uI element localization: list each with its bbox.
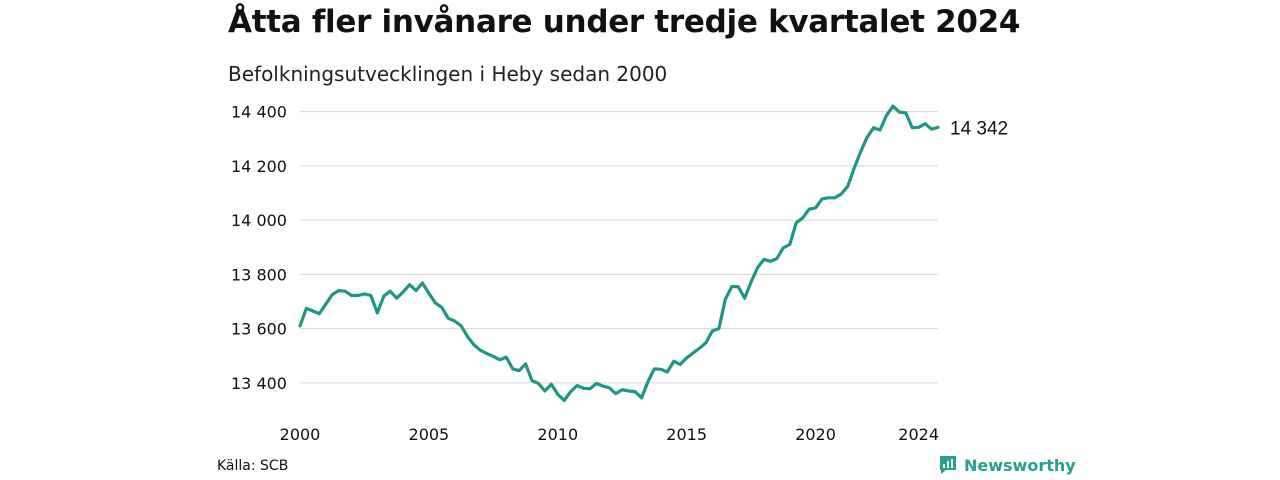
x-tick-label: 2010	[537, 425, 578, 444]
x-tick-label: 2020	[795, 425, 836, 444]
x-tick-label: 2015	[666, 425, 707, 444]
end-value-label: 14 342	[950, 118, 1008, 139]
chart-subtitle: Befolkningsutvecklingen i Heby sedan 200…	[228, 62, 668, 86]
y-tick-label: 13 800	[231, 265, 287, 284]
x-axis-ticks: 2000 2005 2010 2015 2020 2024	[280, 425, 939, 444]
newsworthy-logo-icon	[940, 456, 956, 474]
y-tick-label: 14 400	[231, 103, 287, 122]
y-axis-ticks: 13 400 13 600 13 800 14 000 14 200 14 400	[231, 103, 287, 393]
series-lines	[298, 104, 940, 403]
source-note: Källa: SCB	[217, 458, 289, 474]
y-tick-label: 13 600	[231, 320, 287, 339]
end-labels: 14 342	[950, 118, 1008, 139]
x-tick-label: 2000	[280, 425, 321, 444]
brand-logo: Newsworthy	[938, 455, 1076, 475]
y-tick-label: 13 400	[231, 374, 287, 393]
brand-name: Newsworthy	[964, 455, 1076, 475]
x-tick-label: 2024	[898, 425, 939, 444]
y-tick-label: 14 000	[231, 211, 287, 230]
series-line	[298, 104, 940, 403]
x-tick-label: 2005	[409, 425, 450, 444]
y-tick-label: 14 200	[231, 157, 287, 176]
chart-title: Åtta fler invånare under tredje kvartale…	[228, 4, 1021, 40]
grid-lines	[300, 111, 938, 384]
